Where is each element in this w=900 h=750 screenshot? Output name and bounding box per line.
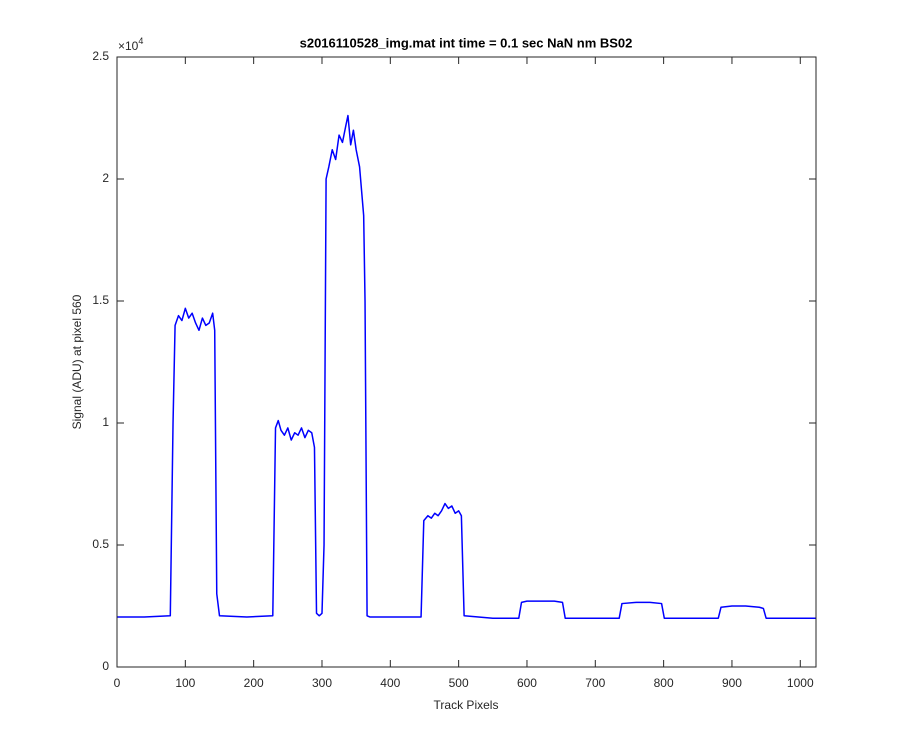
x-tick-label: 800 xyxy=(654,676,674,690)
x-tick-label: 300 xyxy=(312,676,332,690)
x-axis-label: Track Pixels xyxy=(434,698,499,712)
multiplier-base: ×10 xyxy=(118,39,139,53)
x-tick-label: 200 xyxy=(244,676,264,690)
chart-title: s2016110528_img.mat int time = 0.1 sec N… xyxy=(300,35,633,50)
y-tick-label: 2 xyxy=(102,171,109,185)
x-tick-label: 0 xyxy=(114,676,121,690)
y-tick-label: 1.5 xyxy=(92,293,109,307)
axes-box xyxy=(116,56,817,668)
y-multiplier: ×104 xyxy=(118,36,143,53)
x-tick-label: 1000 xyxy=(787,676,814,690)
x-tick-label: 600 xyxy=(517,676,537,690)
multiplier-exponent: 4 xyxy=(138,36,143,46)
x-tick-label: 700 xyxy=(585,676,605,690)
y-tick-label: 0 xyxy=(102,659,109,673)
data-line xyxy=(117,114,816,619)
x-tick-label: 400 xyxy=(380,676,400,690)
y-tick-label: 0.5 xyxy=(92,537,109,551)
x-tick-label: 100 xyxy=(175,676,195,690)
y-tick-label: 2.5 xyxy=(92,49,109,63)
x-tick-label: 900 xyxy=(722,676,742,690)
y-tick-label: 1 xyxy=(102,415,109,429)
x-tick-label: 500 xyxy=(449,676,469,690)
y-axis-label: Signal (ADU) at pixel 560 xyxy=(70,294,84,429)
